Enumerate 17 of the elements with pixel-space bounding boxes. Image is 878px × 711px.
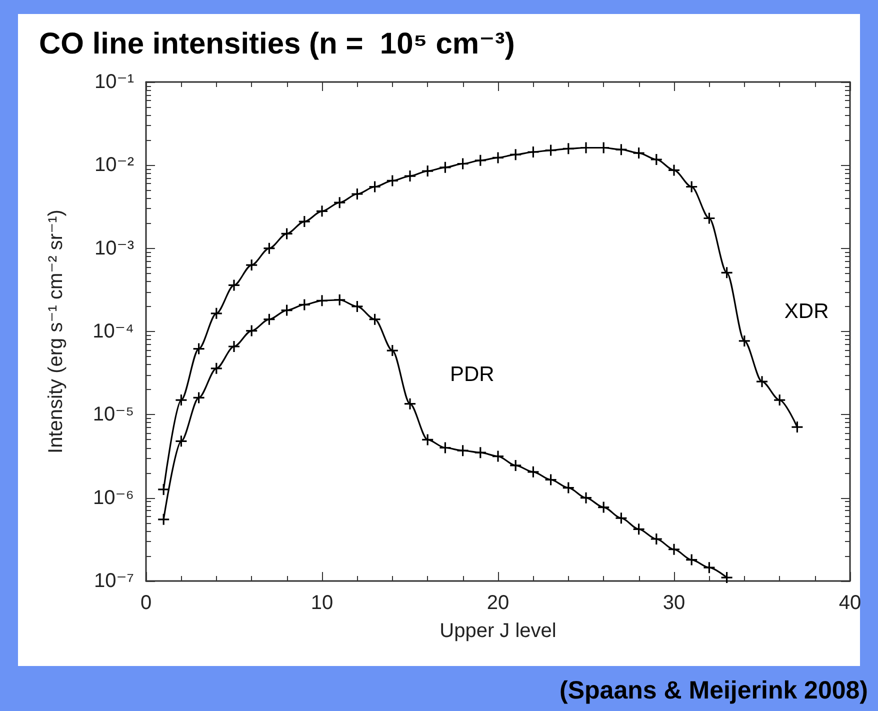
- x-tick-label: 0: [140, 592, 152, 614]
- y-tick-label: 10⁻⁶: [92, 486, 134, 509]
- x-axis-title: Upper J level: [440, 620, 556, 642]
- x-tick-label: 30: [662, 592, 686, 614]
- y-tick-label: 10⁻²: [94, 154, 134, 176]
- text: (Spaans & Meijerink 2008): [560, 676, 868, 704]
- y-tick-label: 10⁻⁵: [92, 404, 134, 426]
- y-tick-label: 10⁻³: [94, 237, 134, 260]
- series-label: PDR: [450, 362, 494, 386]
- y-axis-title: Intensity (erg s⁻¹ cm⁻² sr⁻¹): [45, 210, 67, 454]
- x-tick-label: 10: [310, 592, 334, 614]
- chart-title: CO line intensities (n = 10⁵ cm⁻³): [39, 28, 515, 60]
- y-tick-label: 10⁻¹: [94, 71, 134, 93]
- y-tick-label: 10⁻⁴: [92, 320, 134, 342]
- series-label: XDR: [784, 300, 829, 323]
- x-tick-label: 20: [486, 592, 510, 614]
- y-tick-label: 10⁻⁷: [94, 570, 134, 592]
